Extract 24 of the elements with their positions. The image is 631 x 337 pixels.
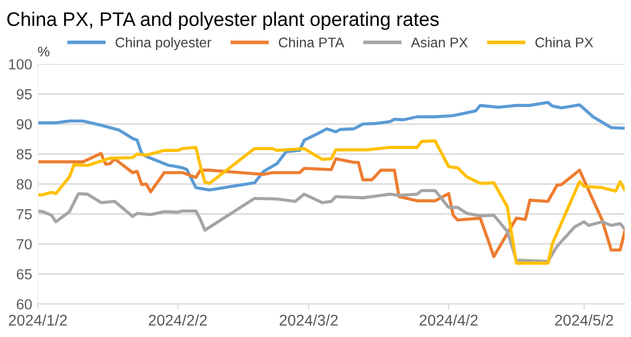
legend-label: China PTA: [278, 37, 344, 48]
line-series: [38, 152, 625, 258]
x-tick-label: 2024/5/2: [555, 314, 614, 326]
y-tick-label: 75: [16, 209, 32, 220]
x-tick-label: 2024/2/2: [148, 314, 207, 326]
line-series: [38, 100, 625, 192]
legend-label: Asian PX: [410, 37, 468, 48]
y-tick-label: 90: [16, 119, 32, 130]
y-tick-label: 65: [16, 269, 32, 280]
line-series: [38, 189, 625, 263]
x-tick-label: 2024/4/2: [420, 314, 478, 326]
legend-label: China polyester: [116, 37, 212, 50]
y-axis-title: %: [38, 46, 50, 56]
y-tick-label: 70: [16, 239, 32, 250]
y-tick-label: 100: [9, 59, 32, 70]
y-tick-label: 60: [16, 299, 32, 310]
y-tick-label: 80: [16, 179, 32, 190]
line-series: [38, 139, 625, 265]
legend-label: China PX: [535, 37, 594, 48]
chart-title: China PX, PTA and polyester plant operating rates: [7, 12, 439, 30]
y-tick-label: 85: [16, 149, 32, 160]
x-tick-label: 2024/1/2: [8, 314, 67, 326]
y-tick-label: 95: [16, 89, 32, 100]
x-tick-label: 2024/3/2: [280, 314, 338, 326]
